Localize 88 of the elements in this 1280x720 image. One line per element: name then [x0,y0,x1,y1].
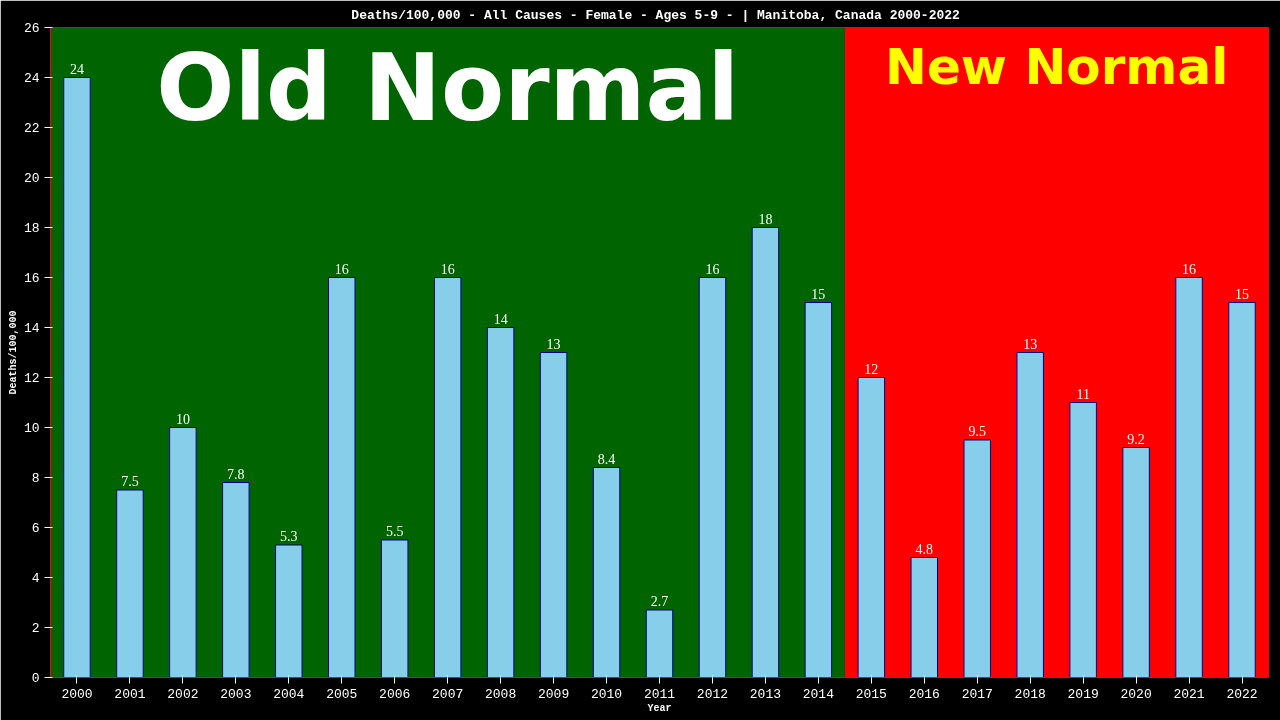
x-tick-label: 2016 [908,686,940,702]
y-tick-label: 6 [31,521,40,536]
x-tick-label: 2011 [643,686,676,702]
bar [433,277,462,678]
data-label: 9.2 [1127,431,1145,447]
bar [275,544,303,678]
bar [486,327,515,678]
y-tick-label: 16 [23,271,40,286]
y-tick-label: 10 [23,421,40,436]
x-tick-label: 2013 [749,686,782,702]
bar [698,277,727,678]
data-label: 15 [811,286,826,302]
bar [1069,402,1097,678]
y-tick-label: 24 [23,71,40,86]
bar [857,377,886,678]
data-label: 8.4 [597,451,616,467]
bar [963,439,991,678]
data-label: 16 [705,261,720,277]
bar [539,352,568,678]
x-tick-label: 2002 [167,686,199,702]
bar [910,557,939,678]
y-tick-label: 12 [23,371,40,386]
x-tick-label: 2015 [855,686,887,702]
bar [645,609,674,678]
bar [222,482,250,678]
bar [116,489,144,678]
data-label: 2.7 [650,594,669,609]
x-tick-label: 2017 [961,686,993,702]
x-tick-label: 2018 [1014,686,1046,702]
data-label: 15 [1235,286,1250,302]
band-label: New Normal [885,37,1229,96]
data-label: 13 [1023,336,1038,352]
x-tick-label: 2021 [1173,686,1205,702]
x-tick-label: 2022 [1226,686,1258,702]
data-label: 14 [493,311,508,327]
data-label: 13 [546,336,561,352]
y-axis-title: Deaths/100,000 [7,310,19,395]
y-tick-label: 4 [31,571,40,586]
y-tick-label: 20 [23,171,40,186]
data-label: 24 [69,61,84,77]
x-tick-label: 2010 [590,686,623,702]
x-tick-label: 2019 [1067,686,1099,702]
x-tick-label: 2009 [537,686,570,702]
data-label: 9.5 [968,424,986,439]
bar [380,539,409,678]
data-label: 4.8 [915,541,934,557]
band-label: Old Normal [156,35,740,142]
y-tick-label: 0 [31,671,40,686]
bar [328,277,356,678]
data-label: 16 [440,261,455,277]
bar [751,227,780,678]
data-label: 5.3 [280,529,298,544]
y-tick-label: 8 [31,471,40,486]
x-tick-label: 2001 [114,686,146,702]
x-tick-label: 2008 [485,686,517,702]
bar [1228,302,1256,678]
data-label: 11 [1076,386,1090,402]
bar [169,427,197,678]
data-label: 16 [334,261,349,277]
data-label: 5.5 [385,524,404,539]
y-tick-label: 2 [31,621,40,636]
bar [1122,447,1150,678]
bar [1016,352,1044,678]
y-tick-label: 26 [23,21,40,36]
bar [804,302,833,678]
data-label: 18 [758,211,773,227]
data-label: 16 [1182,261,1197,277]
x-tick-label: 2006 [379,686,411,702]
bar [1175,277,1203,678]
y-tick-label: 18 [23,221,40,236]
x-tick-label: 2004 [273,686,305,702]
y-tick-label: 14 [23,321,40,336]
data-label: 7.5 [121,474,139,489]
x-tick-label: 2000 [61,686,93,702]
x-tick-label: 2003 [220,686,252,702]
x-tick-label: 2014 [802,686,835,702]
bar [63,77,91,678]
data-label: 12 [864,361,879,377]
x-tick-label: 2005 [326,686,358,702]
data-label: 10 [175,411,190,427]
x-axis-title: Year [647,702,672,714]
data-label: 7.8 [227,466,245,482]
x-tick-label: 2012 [696,686,729,702]
x-tick-label: 2007 [432,686,464,702]
y-tick-label: 22 [23,121,40,136]
chart-title: Deaths/100,000 - All Causes - Female - Ages 5-9 - | Manitoba, Canada 2000-2022 [351,7,961,23]
bar [592,467,621,678]
x-tick-label: 2020 [1120,686,1152,702]
